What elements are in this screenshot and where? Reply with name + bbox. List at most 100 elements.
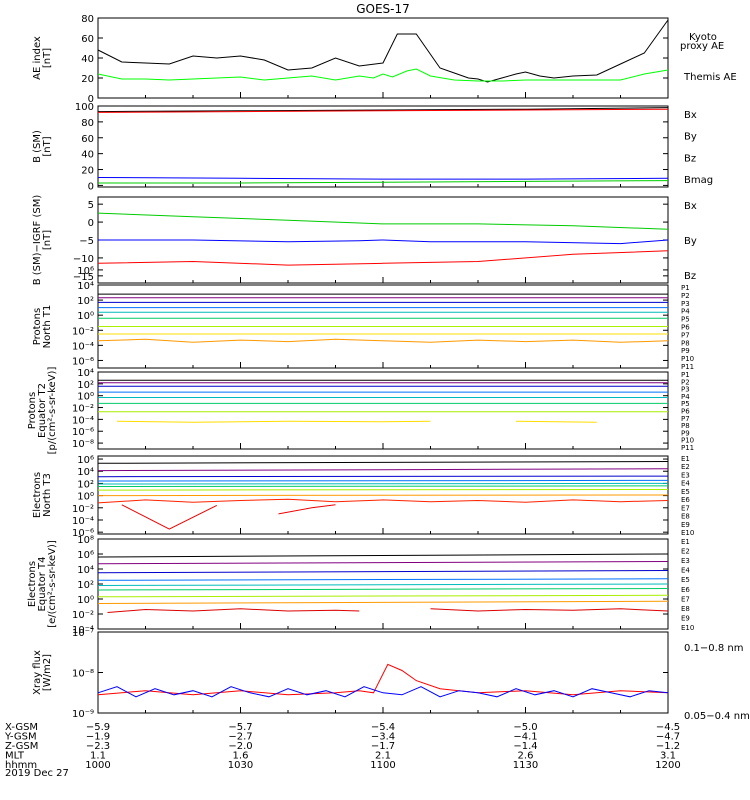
panel-protons_north: 10⁶ 10⁴ 10² 10⁰ 10⁻² 10⁻⁴ 10⁻⁶ Protons North T1 P… [32, 266, 694, 371]
series-line-E5 [97, 482, 669, 485]
y-axis-label: Electrons [27, 561, 38, 607]
panel-bdiff: −15 −10 −5 0 5 B (SM)−IGRF (SM) [nT] Bx By Bz [32, 195, 697, 286]
y-tick-label: 40 [81, 150, 94, 161]
y-tick-label: −15 [73, 272, 94, 283]
legend-label: P3 [681, 386, 690, 394]
y-tick-label: 10⁰ [77, 492, 94, 503]
y-tick-label: 10⁶ [77, 550, 94, 561]
series-line-E2 [97, 468, 669, 472]
panel-frame [97, 631, 669, 714]
legend-label: P9 [681, 429, 690, 437]
y-tick-label: 10⁻⁴ [72, 516, 94, 527]
y-tick-label: 0 [88, 94, 94, 105]
legend-label: P11 [681, 444, 694, 452]
series-line-E4 [97, 479, 669, 482]
series-line-E9b [430, 608, 669, 612]
footer-row-label: hhmm [5, 760, 37, 771]
series-line-E8 [97, 494, 669, 497]
footer-value: 1.1 [90, 751, 106, 762]
series-line-Bx [97, 177, 669, 180]
legend-label: By [684, 132, 697, 143]
y-tick-label: 40 [81, 54, 94, 65]
legend-label: E1 [681, 538, 690, 546]
y-tick-label: 10⁻⁴ [72, 415, 94, 426]
legend-label: E6 [681, 496, 690, 504]
footer-value: 3.1 [660, 751, 676, 762]
legend-label: P8 [681, 422, 690, 430]
y-axis-label: AE index [32, 36, 43, 80]
y-axis-label: B (SM) [32, 130, 43, 163]
legend-label: 0.05−0.4 nm [684, 711, 750, 722]
legend-label: Bx [684, 201, 697, 212]
y-tick-label: 10⁻² [72, 326, 94, 337]
y-axis-label: North T3 [42, 473, 53, 517]
footer-value: 1000 [85, 760, 110, 771]
y-tick-label: 10⁴ [77, 368, 94, 379]
legend-label: E10 [681, 529, 694, 537]
y-tick-label: 10⁻⁶ [72, 356, 94, 367]
series-line-E6 [97, 485, 669, 487]
series-line-E2 [97, 561, 669, 565]
legend-label: P4 [681, 393, 690, 401]
series-line-E1 [97, 461, 669, 464]
y-tick-label: 10⁻⁹ [72, 709, 94, 720]
legend-label: Bmag [684, 175, 713, 186]
footer-value: −2.3 [86, 741, 110, 752]
y-axis-label: [nT] [42, 48, 53, 68]
series-line-E1 [97, 553, 669, 558]
series-line-Themis AE [97, 19, 669, 83]
legend-label: P10 [681, 355, 694, 363]
series-line-0.05−0.4 nm [97, 686, 669, 698]
footer-value: 1030 [228, 760, 253, 771]
panel-xray: 10⁻⁷ 10⁻⁸ 10⁻⁹ Xray flux [W/m2] 0.1−0.8 nm 0.0… [32, 628, 750, 722]
y-tick-label: 10⁻⁴ [72, 341, 94, 352]
legend-label: E5 [681, 488, 690, 496]
legend-label: P2 [681, 378, 690, 386]
y-axis-label: B (SM)−IGRF (SM) [32, 195, 43, 286]
y-tick-label: −5 [79, 236, 94, 247]
legend-label: E2 [681, 548, 690, 556]
y-tick-label: 10⁻⁶ [72, 427, 94, 438]
y-tick-label: −10 [73, 254, 94, 265]
y-tick-label: 60 [81, 134, 94, 145]
series-line-E10b [278, 504, 336, 515]
y-tick-label: 10² [77, 380, 94, 391]
legend: 0.1−0.8 nm 0.05−0.4 nm [684, 643, 750, 722]
panel-electrons_equator: 10⁸ 10⁶ 10⁴ 10² 10⁰ 10⁻² 10⁻⁴ Electrons Equator … [27, 535, 694, 636]
legend-label: P8 [681, 339, 690, 347]
series-line-P9 [97, 338, 669, 343]
footer-value: −1.2 [656, 741, 680, 752]
legend-label: P3 [681, 300, 690, 308]
y-axis-label: [W/m2] [42, 654, 53, 691]
legend-label: P7 [681, 331, 690, 339]
legend-label: P10 [681, 437, 694, 445]
legend-label: E10 [681, 624, 694, 632]
legend-label: P1 [681, 284, 690, 292]
legend-label: P5 [681, 316, 690, 324]
y-tick-label: 100 [75, 102, 94, 113]
y-tick-label: 10⁸ [77, 535, 94, 546]
legend-label: Kyoto [689, 32, 717, 43]
y-tick-label: 10² [77, 479, 94, 490]
y-tick-label: 10⁰ [77, 392, 94, 403]
legend-label: P6 [681, 408, 690, 416]
series-line-E3 [97, 570, 669, 574]
legend-label: P1 [681, 371, 690, 379]
footer-value: −5.9 [86, 722, 110, 733]
footer-value: 1130 [513, 760, 538, 771]
y-tick-label: 10⁻⁴ [72, 625, 94, 636]
footer-row-label: Y-GSM [4, 732, 37, 743]
footer-value: −5.0 [513, 722, 537, 733]
y-tick-label: 10⁻⁸ [72, 439, 94, 450]
y-tick-label: 20 [81, 74, 94, 85]
footer-row-label: X-GSM [5, 722, 38, 733]
y-tick-label: 60 [81, 34, 94, 45]
y-tick-label: 10⁻⁸ [72, 669, 94, 680]
